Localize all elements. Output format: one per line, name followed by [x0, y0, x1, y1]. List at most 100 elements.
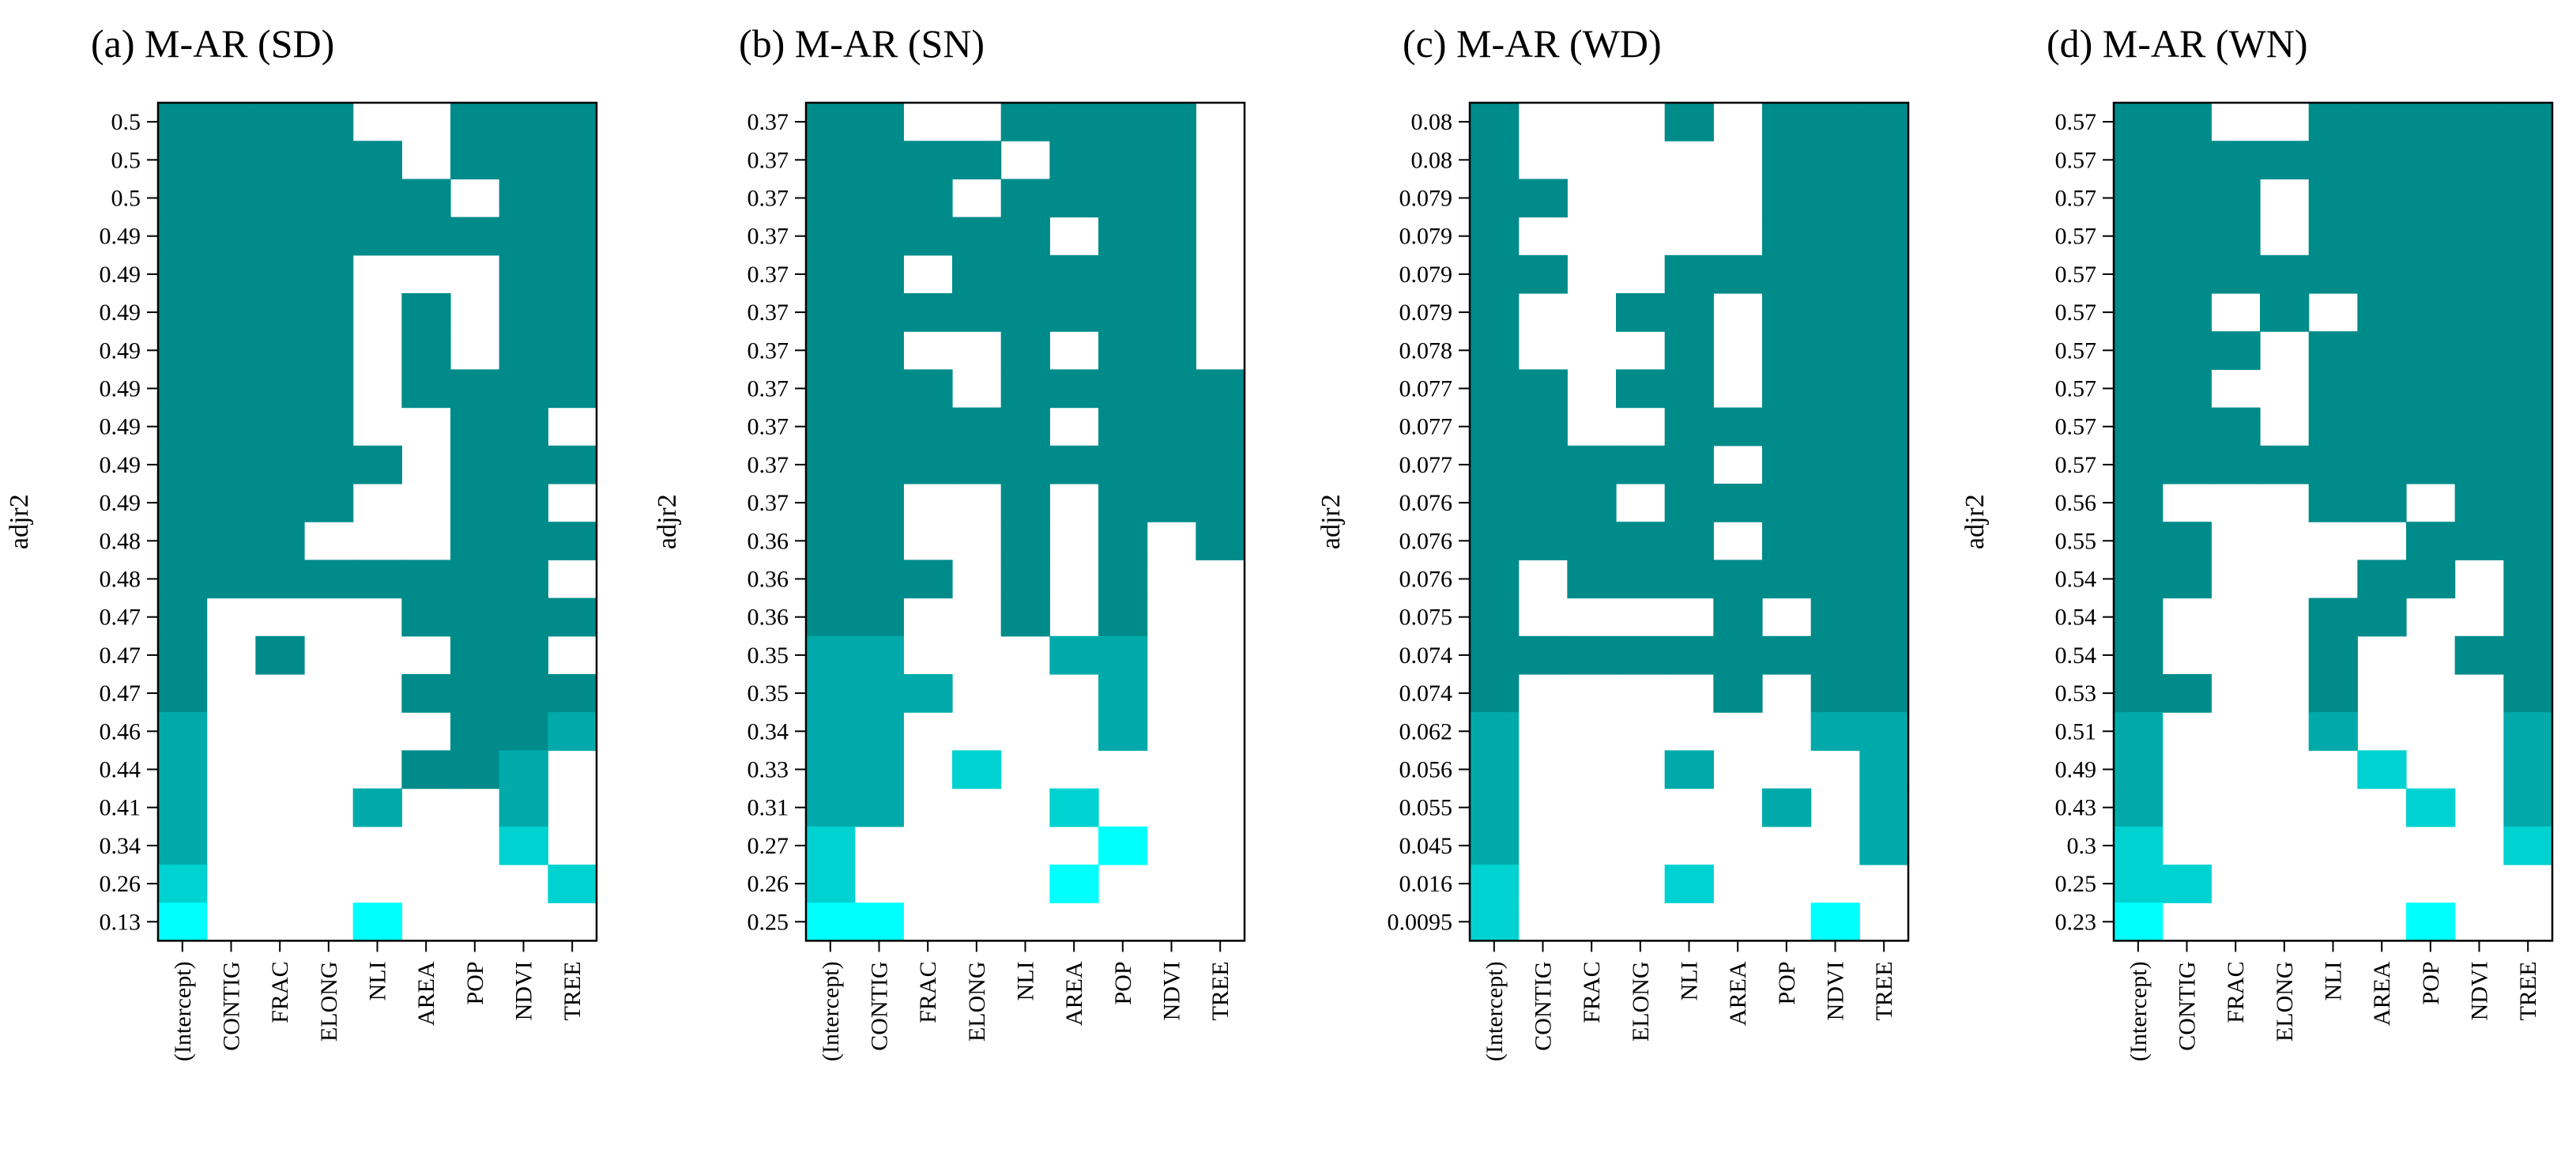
y-axis-label: adjr2: [5, 494, 34, 549]
heatmap-cell: [1664, 865, 1714, 903]
heatmap-cell: [1664, 445, 1714, 484]
y-tick-label: 0.49: [100, 490, 141, 516]
heatmap-cell: [1049, 369, 1099, 409]
y-tick-label: 0.34: [748, 718, 789, 744]
heatmap-cell: [854, 217, 904, 256]
heatmap-cell: [1518, 445, 1568, 484]
heatmap-cell: [158, 293, 208, 332]
heatmap-cell: [1859, 712, 1909, 751]
y-tick-label: 0.54: [2055, 567, 2097, 593]
heatmap-cell: [1098, 712, 1148, 751]
heatmap-cell: [158, 635, 208, 675]
heatmap-cell: [2357, 293, 2407, 332]
heatmap-cell: [1859, 674, 1909, 713]
y-tick-label: 0.076: [1399, 567, 1453, 593]
heatmap-cell: [352, 788, 402, 827]
heatmap-cell: [903, 217, 953, 256]
heatmap-cell: [2260, 254, 2310, 294]
heatmap-cell: [548, 369, 597, 409]
heatmap-cell: [806, 560, 856, 599]
heatmap-cell: [450, 522, 500, 560]
heatmap-cell: [1098, 674, 1148, 713]
heatmap-cell: [2503, 141, 2553, 179]
heatmap-cell: [2454, 254, 2504, 294]
heatmap-cell: [401, 293, 451, 332]
heatmap-cell: [1000, 560, 1050, 599]
heatmap-cell: [499, 826, 548, 865]
heatmap-cell: [1567, 445, 1617, 484]
heatmap-cell: [854, 293, 904, 332]
y-tick-label: 0.49: [2055, 757, 2097, 783]
heatmap-cell: [2260, 293, 2310, 332]
heatmap-cell: [2503, 103, 2553, 141]
x-tick-label: POP: [462, 961, 488, 1004]
heatmap-cell: [2503, 445, 2553, 484]
heatmap-cell: [158, 597, 208, 637]
heatmap-cell: [255, 407, 305, 447]
x-tick-label: NLI: [1677, 961, 1703, 1001]
heatmap-cell: [304, 560, 354, 599]
x-tick-label: AREA: [1061, 961, 1087, 1026]
panel-title: (a) M-AR (SD): [91, 21, 334, 66]
heatmap-cell: [2406, 293, 2456, 332]
heatmap-cell: [450, 217, 500, 256]
heatmap-cell: [1616, 522, 1666, 560]
y-tick-label: 0.53: [2055, 680, 2097, 707]
heatmap-cell: [2114, 484, 2164, 522]
heatmap-cell: [2162, 674, 2212, 713]
x-tick-label: ELONG: [2272, 961, 2298, 1042]
heatmap-cell: [2503, 254, 2553, 294]
heatmap-cell: [2162, 407, 2212, 447]
x-tick-label: CONTIG: [2175, 961, 2201, 1050]
heatmap-cell: [2503, 635, 2553, 675]
heatmap-cell: [1147, 217, 1196, 256]
heatmap-cell: [2308, 484, 2358, 522]
heatmap-cell: [903, 141, 953, 179]
heatmap-cell: [1810, 254, 1860, 294]
heatmap-cell: [499, 369, 548, 409]
heatmap-cell: [1810, 103, 1860, 141]
heatmap-cell: [1098, 254, 1148, 294]
heatmap-cell: [903, 293, 953, 332]
heatmap-cell: [854, 254, 904, 294]
x-tick-label: CONTIG: [867, 961, 893, 1050]
y-tick-label: 0.57: [2055, 300, 2097, 326]
heatmap-cell: [255, 560, 305, 599]
heatmap-cell: [1859, 103, 1909, 141]
heatmap-cell: [158, 103, 208, 141]
heatmap-cell: [158, 865, 208, 903]
heatmap-cell: [1859, 484, 1909, 522]
y-tick-label: 0.5: [111, 147, 141, 173]
heatmap-cell: [1664, 254, 1714, 294]
heatmap-cell: [2406, 445, 2456, 484]
heatmap-cell: [1713, 597, 1763, 637]
heatmap-cell: [2162, 865, 2212, 903]
heatmap-cell: [1664, 750, 1714, 790]
heatmap-cell: [499, 635, 548, 675]
heatmap-cell: [401, 217, 451, 256]
heatmap-cell: [1762, 293, 1812, 332]
heatmap-cell: [2114, 369, 2164, 409]
heatmap-cell: [2308, 217, 2358, 256]
heatmap-cell: [1470, 522, 1520, 560]
heatmap-cell: [1810, 293, 1860, 332]
heatmap-cell: [1049, 635, 1099, 675]
heatmap-cell: [1098, 103, 1148, 141]
heatmap-cell: [1859, 141, 1909, 179]
heatmap-cell: [206, 445, 256, 484]
y-tick-label: 0.47: [100, 605, 141, 631]
heatmap-cell: [806, 254, 856, 294]
heatmap-cell: [158, 674, 208, 713]
y-tick-label: 0.076: [1399, 528, 1453, 554]
heatmap-cell: [2211, 141, 2261, 179]
heatmap-cell: [1470, 141, 1520, 179]
x-tick-label: NLI: [1013, 961, 1039, 1001]
heatmap-cell: [806, 788, 856, 827]
heatmap-cell: [903, 560, 953, 599]
heatmap-cell: [158, 788, 208, 827]
heatmap-cell: [2162, 560, 2212, 599]
heatmap-cell: [499, 103, 548, 141]
heatmap-cell: [1049, 103, 1099, 141]
heatmap-cell: [304, 331, 354, 370]
y-tick-label: 0.074: [1399, 643, 1453, 669]
